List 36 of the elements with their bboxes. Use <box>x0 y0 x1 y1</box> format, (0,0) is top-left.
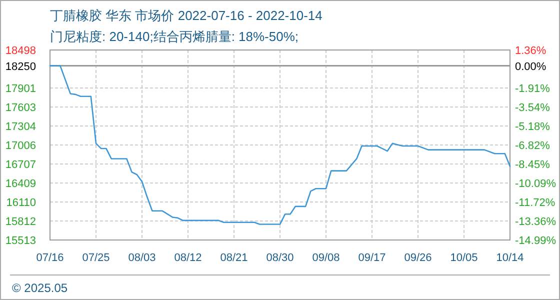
annotation: © 2025.05 <box>12 281 68 295</box>
y2-tick-label: -14.99% <box>515 235 556 247</box>
y2-tick-label: -5.18% <box>515 121 550 133</box>
title: 丁腈橡胶 华东 市场价 2022-07-16 - 2022-10-14 <box>50 8 322 23</box>
y-tick-label: 16409 <box>5 178 36 190</box>
y2-tick-label: 0.00% <box>515 60 546 73</box>
y2-tick-label: -8.45% <box>515 159 550 171</box>
y2-tick-label: -3.54% <box>515 102 550 114</box>
x-tick-label: 07/25 <box>82 252 110 264</box>
y-tick-label: 15812 <box>5 216 36 228</box>
y-tick-label: 18250 <box>5 60 36 73</box>
x-tick-label: 10/05 <box>450 252 478 264</box>
x-tick-label: 10/14 <box>496 252 524 264</box>
y-tick-label: 15513 <box>5 235 36 247</box>
x-tick-label: 09/08 <box>312 252 340 264</box>
y-tick-label: 16110 <box>6 197 36 209</box>
y2-tick-label: -6.82% <box>515 140 550 152</box>
y2-tick-label: 1.36% <box>515 45 546 57</box>
x-tick-label: 08/03 <box>128 252 156 264</box>
y-tick-label: 17304 <box>5 121 36 133</box>
x-tick-label: 09/17 <box>358 252 386 264</box>
y-tick-label: 17901 <box>5 83 36 95</box>
x-tick-label: 08/12 <box>174 252 202 264</box>
x-tick-label: 09/26 <box>404 252 432 264</box>
y-tick-label: 17603 <box>5 102 36 114</box>
y2-tick-label: -10.09% <box>515 178 556 190</box>
x-tick-label: 07/16 <box>36 252 64 264</box>
y-tick-label: 18498 <box>5 45 36 57</box>
y2-tick-label: -13.36% <box>515 216 556 228</box>
subtitle: 门尼粘度: 20-140;结合丙烯腈量: 18%-50%; <box>50 29 299 44</box>
y2-tick-label: -1.91% <box>515 83 550 95</box>
y-tick-label: 17006 <box>5 140 36 152</box>
y-tick-label: 16707 <box>5 159 36 171</box>
y2-tick-label: -11.72% <box>515 197 556 209</box>
x-tick-label: 08/21 <box>220 252 248 264</box>
x-tick-label: 08/30 <box>266 252 294 264</box>
